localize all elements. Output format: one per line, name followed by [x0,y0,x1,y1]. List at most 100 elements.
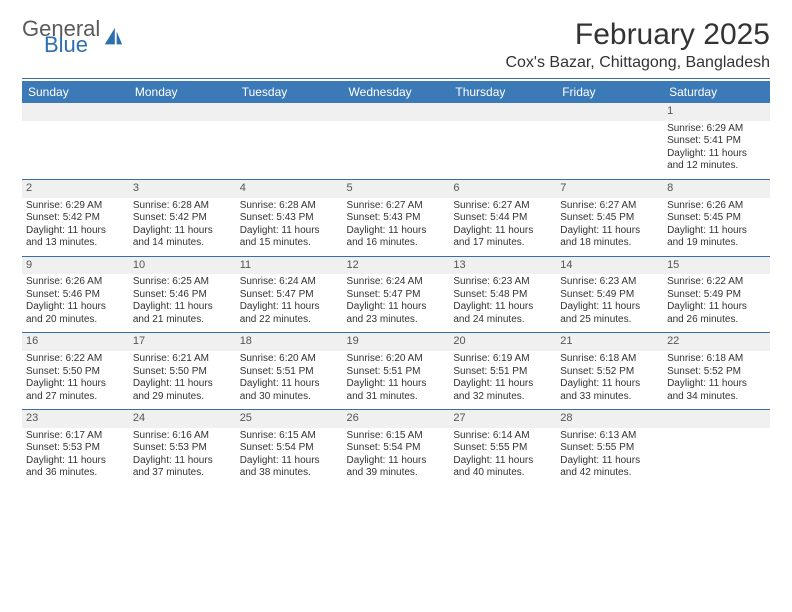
day-number: 22 [663,333,770,351]
daylight-line: and 14 minutes. [133,237,232,250]
daylight-line: Daylight: 11 hours [347,301,446,314]
empty-day [449,103,556,121]
daylight-line: Daylight: 11 hours [453,455,552,468]
calendar-day-cell: 25Sunrise: 6:15 AMSunset: 5:54 PMDayligh… [236,410,343,486]
sunrise-line: Sunrise: 6:29 AM [26,200,125,213]
daylight-line: Daylight: 11 hours [667,225,766,238]
sunrise-line: Sunrise: 6:28 AM [240,200,339,213]
calendar-day-cell: 1Sunrise: 6:29 AMSunset: 5:41 PMDaylight… [663,103,770,179]
daylight-line: and 30 minutes. [240,391,339,404]
day-number: 20 [449,333,556,351]
day-number: 9 [22,257,129,275]
daylight-line: Daylight: 11 hours [560,301,659,314]
daylight-line: Daylight: 11 hours [240,378,339,391]
day-number: 17 [129,333,236,351]
daylight-line: Daylight: 11 hours [560,455,659,468]
sunrise-line: Sunrise: 6:18 AM [560,353,659,366]
daylight-line: and 25 minutes. [560,314,659,327]
sunset-line: Sunset: 5:41 PM [667,135,766,148]
daylight-line: and 39 minutes. [347,467,446,480]
sunset-line: Sunset: 5:51 PM [240,366,339,379]
empty-day [556,103,663,121]
daylight-line: and 13 minutes. [26,237,125,250]
weekday-header: Monday [129,81,236,103]
day-number: 11 [236,257,343,275]
calendar-day-cell [449,103,556,179]
daylight-line: Daylight: 11 hours [133,225,232,238]
calendar-day-cell: 9Sunrise: 6:26 AMSunset: 5:46 PMDaylight… [22,256,129,333]
day-number: 28 [556,410,663,428]
sunset-line: Sunset: 5:52 PM [560,366,659,379]
sunset-line: Sunset: 5:42 PM [133,212,232,225]
title-block: February 2025 Cox's Bazar, Chittagong, B… [505,18,770,72]
daylight-line: and 29 minutes. [133,391,232,404]
weekday-header: Friday [556,81,663,103]
day-number: 15 [663,257,770,275]
daylight-line: Daylight: 11 hours [667,378,766,391]
calendar-day-cell [22,103,129,179]
sunset-line: Sunset: 5:52 PM [667,366,766,379]
day-number: 19 [343,333,450,351]
daylight-line: and 17 minutes. [453,237,552,250]
daylight-line: and 34 minutes. [667,391,766,404]
calendar-day-cell: 6Sunrise: 6:27 AMSunset: 5:44 PMDaylight… [449,179,556,256]
daylight-line: and 15 minutes. [240,237,339,250]
sunset-line: Sunset: 5:49 PM [667,289,766,302]
calendar-day-cell: 3Sunrise: 6:28 AMSunset: 5:42 PMDaylight… [129,179,236,256]
sunrise-line: Sunrise: 6:27 AM [347,200,446,213]
daylight-line: and 38 minutes. [240,467,339,480]
day-number: 25 [236,410,343,428]
daylight-line: Daylight: 11 hours [26,301,125,314]
sunset-line: Sunset: 5:44 PM [453,212,552,225]
weekday-header: Tuesday [236,81,343,103]
calendar-day-cell [129,103,236,179]
daylight-line: and 26 minutes. [667,314,766,327]
weekday-header: Thursday [449,81,556,103]
sunset-line: Sunset: 5:45 PM [560,212,659,225]
daylight-line: and 27 minutes. [26,391,125,404]
daylight-line: and 33 minutes. [560,391,659,404]
calendar-day-cell: 23Sunrise: 6:17 AMSunset: 5:53 PMDayligh… [22,410,129,486]
calendar-week-row: 23Sunrise: 6:17 AMSunset: 5:53 PMDayligh… [22,410,770,486]
sunset-line: Sunset: 5:47 PM [347,289,446,302]
calendar-day-cell: 5Sunrise: 6:27 AMSunset: 5:43 PMDaylight… [343,179,450,256]
calendar-day-cell: 13Sunrise: 6:23 AMSunset: 5:48 PMDayligh… [449,256,556,333]
calendar-day-cell: 27Sunrise: 6:14 AMSunset: 5:55 PMDayligh… [449,410,556,486]
calendar-day-cell: 14Sunrise: 6:23 AMSunset: 5:49 PMDayligh… [556,256,663,333]
day-number: 6 [449,180,556,198]
day-number: 4 [236,180,343,198]
daylight-line: Daylight: 11 hours [453,301,552,314]
daylight-line: Daylight: 11 hours [667,301,766,314]
daylight-line: Daylight: 11 hours [133,455,232,468]
sunset-line: Sunset: 5:55 PM [453,442,552,455]
calendar-day-cell: 18Sunrise: 6:20 AMSunset: 5:51 PMDayligh… [236,333,343,410]
day-number: 26 [343,410,450,428]
daylight-line: and 32 minutes. [453,391,552,404]
daylight-line: and 19 minutes. [667,237,766,250]
sunset-line: Sunset: 5:42 PM [26,212,125,225]
calendar-day-cell: 24Sunrise: 6:16 AMSunset: 5:53 PMDayligh… [129,410,236,486]
sail-icon [102,26,124,48]
empty-day [22,103,129,121]
weekday-header: Saturday [663,81,770,103]
header-divider [22,78,770,79]
empty-day [343,103,450,121]
daylight-line: Daylight: 11 hours [26,225,125,238]
sunset-line: Sunset: 5:54 PM [347,442,446,455]
daylight-line: Daylight: 11 hours [26,378,125,391]
calendar-day-cell: 28Sunrise: 6:13 AMSunset: 5:55 PMDayligh… [556,410,663,486]
day-number: 14 [556,257,663,275]
sunset-line: Sunset: 5:51 PM [347,366,446,379]
sunrise-line: Sunrise: 6:15 AM [240,430,339,443]
calendar-day-cell [556,103,663,179]
sunrise-line: Sunrise: 6:27 AM [560,200,659,213]
day-number: 8 [663,180,770,198]
sunset-line: Sunset: 5:53 PM [26,442,125,455]
day-number: 10 [129,257,236,275]
calendar-week-row: 9Sunrise: 6:26 AMSunset: 5:46 PMDaylight… [22,256,770,333]
daylight-line: and 23 minutes. [347,314,446,327]
daylight-line: Daylight: 11 hours [347,455,446,468]
calendar-day-cell: 7Sunrise: 6:27 AMSunset: 5:45 PMDaylight… [556,179,663,256]
month-title: February 2025 [505,18,770,52]
daylight-line: Daylight: 11 hours [133,378,232,391]
